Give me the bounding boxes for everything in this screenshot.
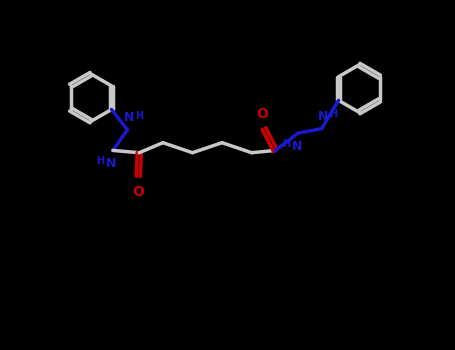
Text: O: O [132, 184, 144, 198]
Text: N: N [292, 140, 302, 153]
Text: O: O [256, 107, 268, 121]
Text: N: N [318, 110, 328, 123]
Text: H: H [135, 111, 143, 121]
Text: H: H [329, 108, 338, 119]
Text: N: N [106, 157, 116, 170]
Text: N: N [124, 111, 134, 124]
Text: H: H [282, 139, 290, 149]
Text: H: H [96, 156, 105, 166]
